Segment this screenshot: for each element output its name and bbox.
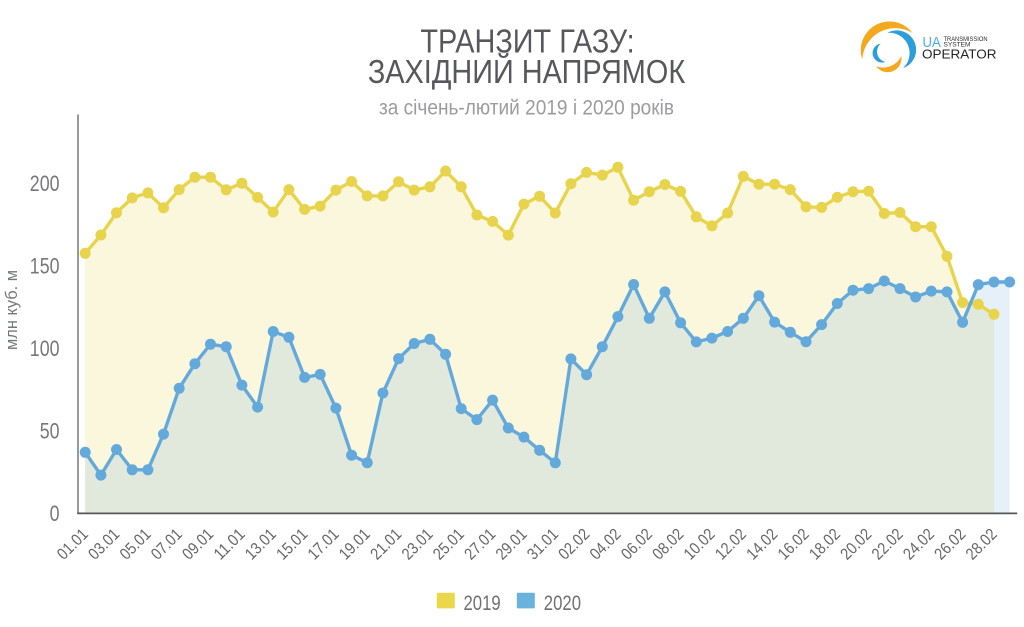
svg-text:млн куб. м: млн куб. м <box>2 270 21 350</box>
svg-text:2020: 2020 <box>544 591 581 615</box>
svg-text:TRANSMISSION: TRANSMISSION <box>944 37 988 43</box>
svg-text:OPERATOR: OPERATOR <box>922 46 997 61</box>
svg-text:SYSTEM: SYSTEM <box>944 43 971 49</box>
svg-text:200: 200 <box>30 171 60 196</box>
svg-text:за січень-лютий 2019 і 2020 ро: за січень-лютий 2019 і 2020 років <box>379 96 674 120</box>
svg-text:UA: UA <box>923 35 941 51</box>
svg-text:100: 100 <box>30 336 60 361</box>
svg-text:ЗАХІДНИЙ НАПРЯМОК: ЗАХІДНИЙ НАПРЯМОК <box>368 53 686 91</box>
svg-text:ТРАНЗИТ ГАЗУ:: ТРАНЗИТ ГАЗУ: <box>420 24 634 61</box>
svg-text:50: 50 <box>40 419 60 444</box>
svg-text:0: 0 <box>50 501 60 526</box>
svg-text:150: 150 <box>30 254 60 279</box>
svg-text:2019: 2019 <box>464 591 501 615</box>
